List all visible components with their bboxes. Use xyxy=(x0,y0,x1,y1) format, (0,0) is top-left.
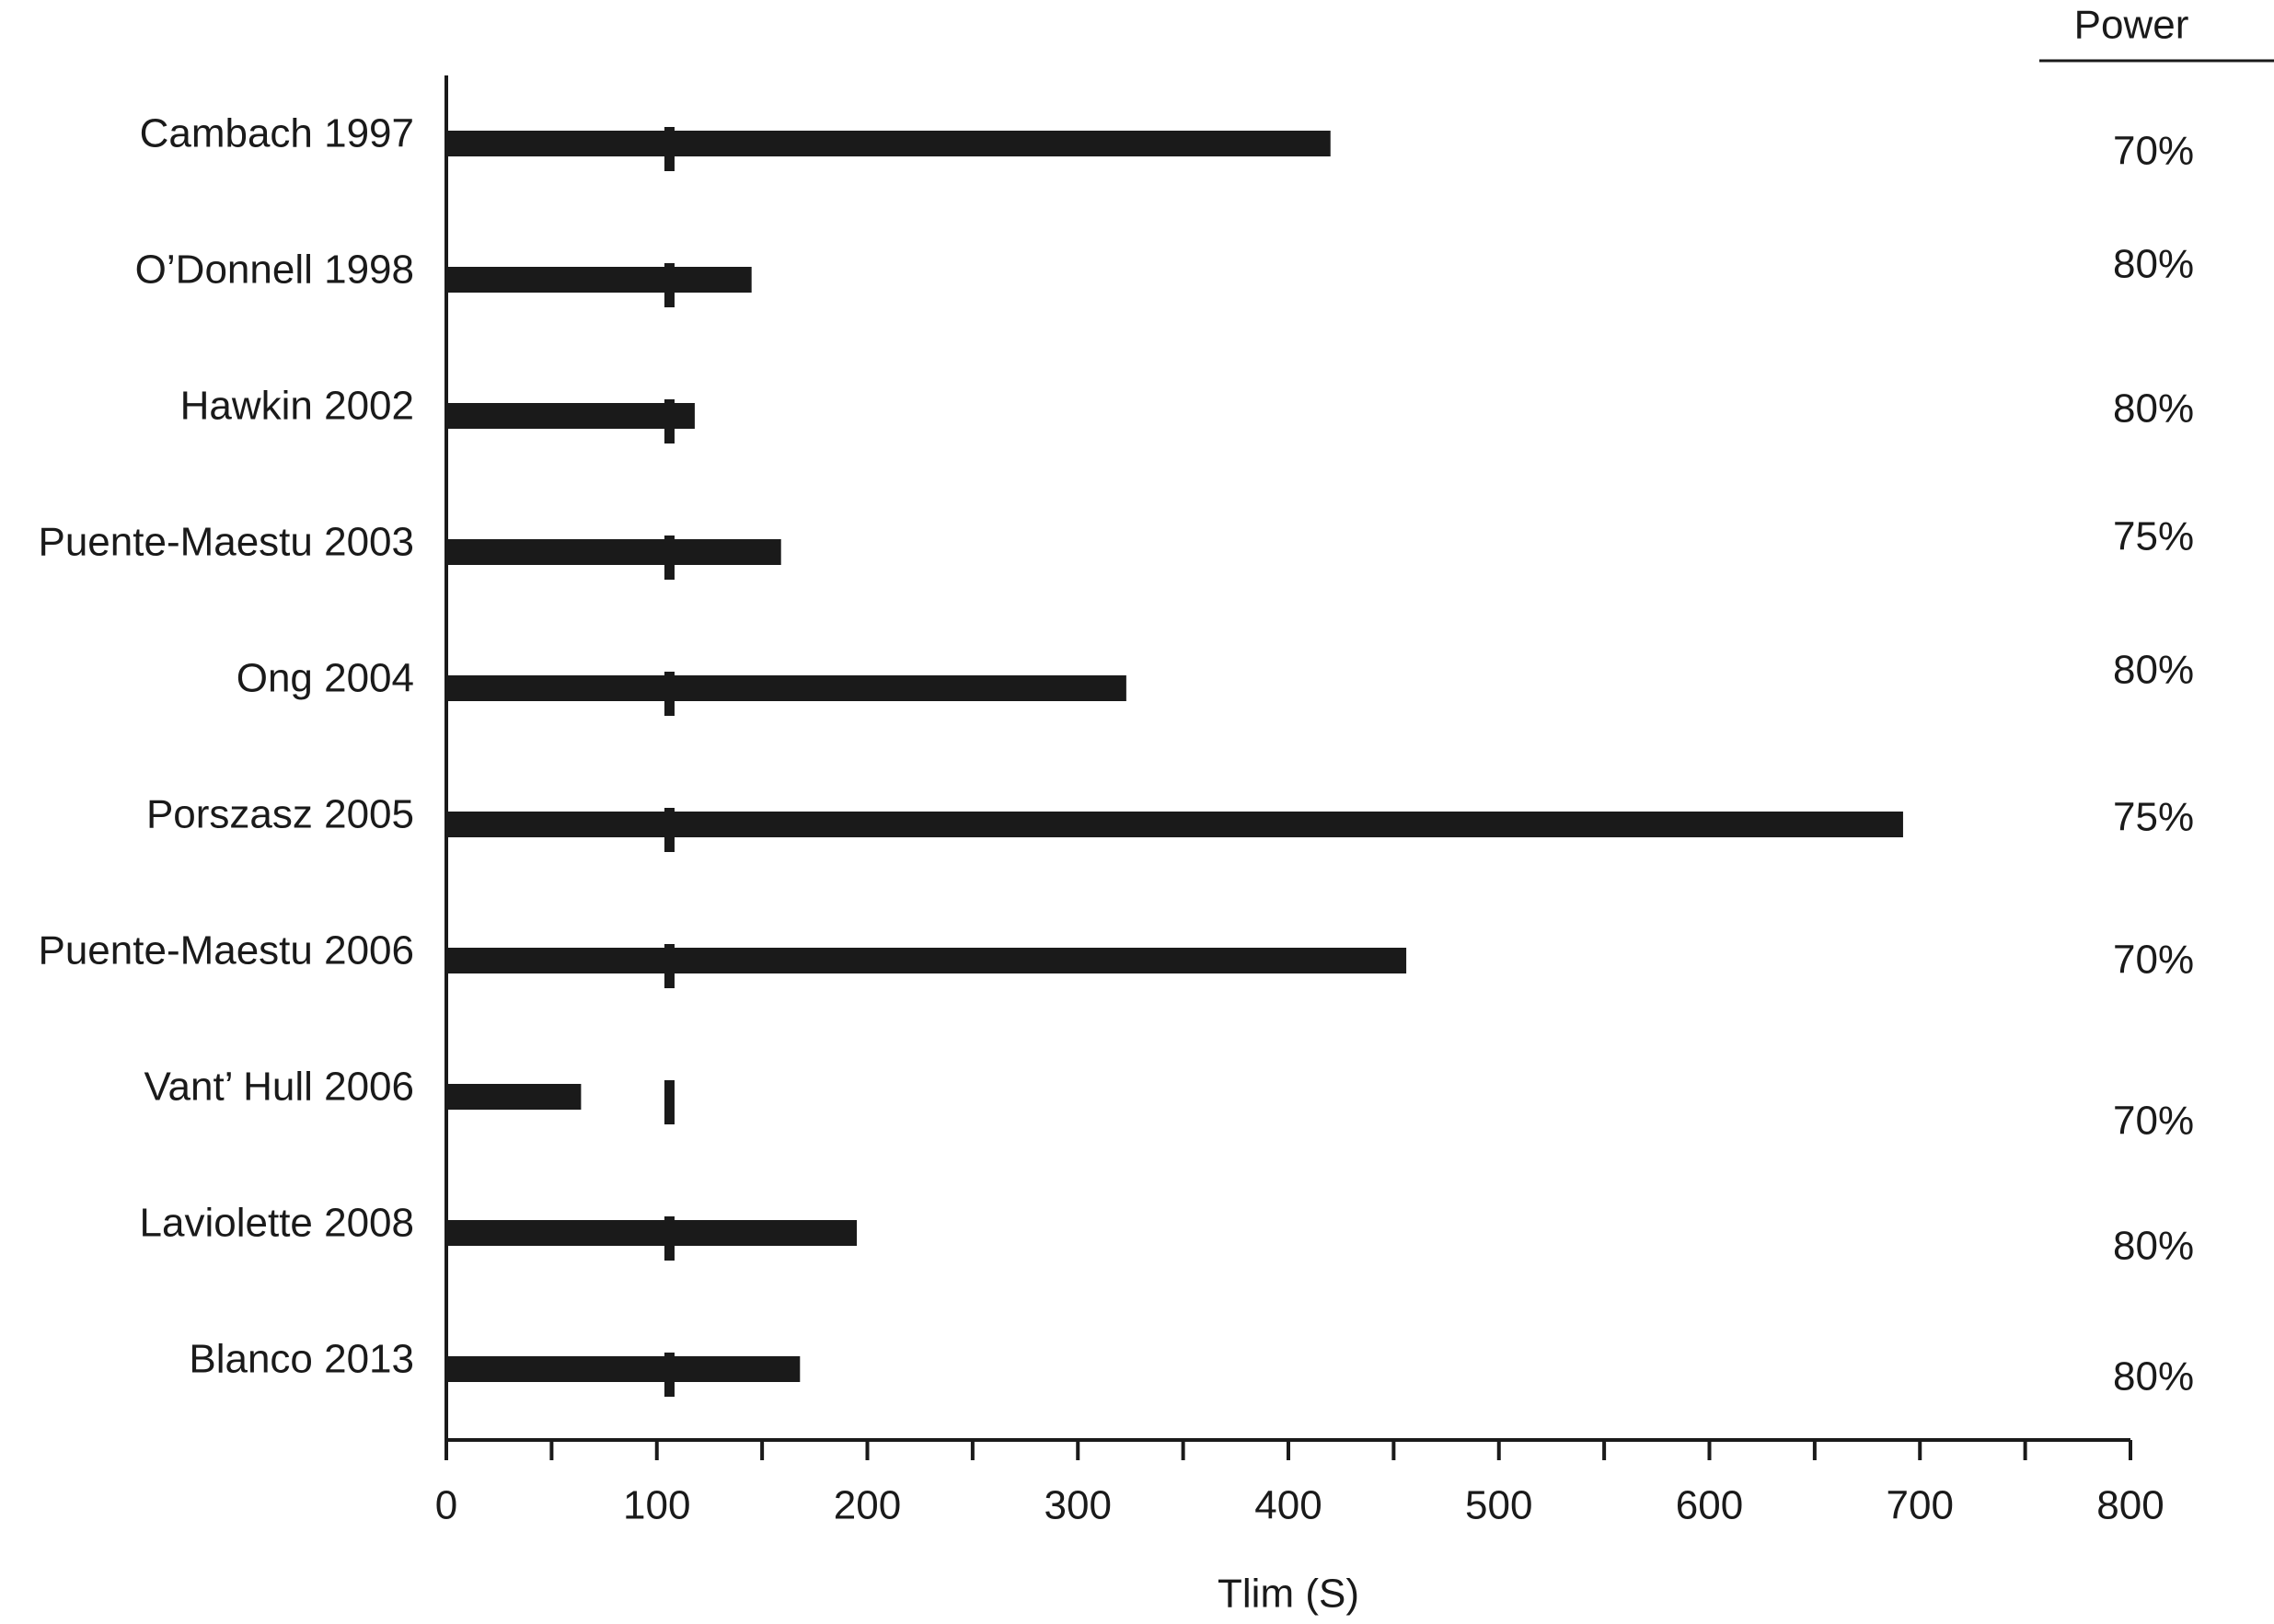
power-label: 80% xyxy=(2113,386,2194,432)
bar xyxy=(446,403,695,429)
x-tick-label: 600 xyxy=(1676,1483,1743,1528)
power-label: 75% xyxy=(2113,514,2194,559)
x-tick-label: 300 xyxy=(1045,1483,1112,1528)
y-tick-label: Ong 2004 xyxy=(237,656,414,701)
power-label: 80% xyxy=(2113,1354,2194,1399)
x-tick-label: 200 xyxy=(834,1483,901,1528)
y-tick-label: Vant’ Hull 2006 xyxy=(144,1065,414,1110)
power-label: 80% xyxy=(2113,1224,2194,1269)
y-tick-label: Cambach 1997 xyxy=(140,111,414,156)
bar xyxy=(446,1084,582,1110)
power-header: Power xyxy=(2074,3,2189,48)
y-tick-label: Puente-Maestu 2006 xyxy=(38,928,414,973)
bar xyxy=(446,812,1903,837)
bar xyxy=(446,675,1126,701)
power-label: 75% xyxy=(2113,795,2194,840)
bar xyxy=(446,539,781,565)
bar xyxy=(446,131,1331,156)
power-label: 80% xyxy=(2113,648,2194,693)
bar xyxy=(446,1356,801,1382)
x-tick-label: 400 xyxy=(1254,1483,1322,1528)
x-tick-label: 0 xyxy=(435,1483,457,1528)
bar xyxy=(446,948,1407,973)
bar xyxy=(446,267,752,293)
y-tick-label: O’Donnell 1998 xyxy=(135,248,414,293)
power-label: 80% xyxy=(2113,242,2194,287)
y-tick-label: Porszasz 2005 xyxy=(146,792,414,837)
x-tick-label: 800 xyxy=(2096,1483,2164,1528)
y-tick-label: Laviolette 2008 xyxy=(140,1201,414,1246)
bar xyxy=(446,1220,858,1246)
y-tick-label: Puente-Maestu 2003 xyxy=(38,520,414,565)
y-tick-label: Hawkin 2002 xyxy=(180,384,414,429)
y-tick-label: Blanco 2013 xyxy=(189,1337,414,1382)
power-label: 70% xyxy=(2113,1099,2194,1144)
power-label: 70% xyxy=(2113,938,2194,983)
x-tick-label: 100 xyxy=(623,1483,690,1528)
x-tick-label: 700 xyxy=(1887,1483,1954,1528)
x-axis-label: Tlim (S) xyxy=(1218,1572,1359,1617)
x-tick-label: 500 xyxy=(1465,1483,1532,1528)
power-label: 70% xyxy=(2113,129,2194,174)
